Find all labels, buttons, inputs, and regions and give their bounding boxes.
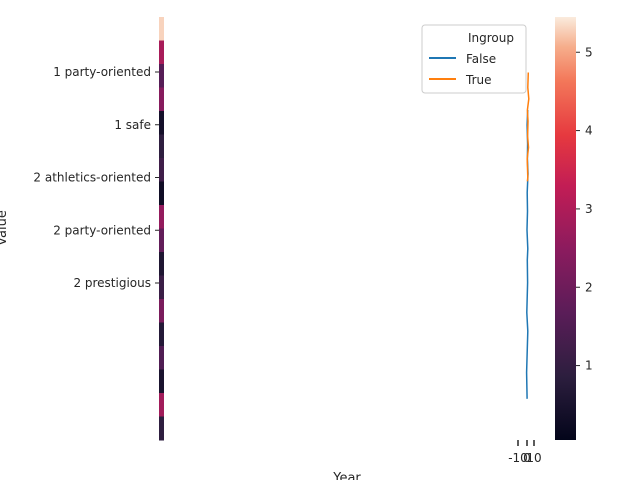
- heatmap-cell: [159, 111, 164, 135]
- legend-title: Ingroup: [468, 31, 514, 45]
- series-line-false: [525, 109, 529, 399]
- series-layer: [525, 72, 530, 399]
- heatmap-cell: [159, 64, 164, 88]
- legend: Ingroup False True: [421, 24, 527, 94]
- y-tick-label: 2 athletics-oriented: [33, 171, 151, 185]
- y-axis-label: Value: [0, 210, 10, 246]
- heatmap-cell: [159, 134, 164, 159]
- heatmap-cell: [159, 181, 164, 206]
- colorbar-gradient: [555, 17, 576, 440]
- heatmap-cell: [159, 275, 164, 300]
- heatmap-cell: [159, 252, 164, 276]
- heatmap-cell: [159, 416, 164, 441]
- heatmap-cell: [159, 346, 164, 370]
- y-axis-ticks: 1 party-oriented 1 safe 2 athletics-orient…: [33, 65, 159, 290]
- colorbar-tick-label: 4: [585, 124, 593, 138]
- heatmap-column: [159, 17, 164, 441]
- colorbar-tick-label: 3: [585, 202, 593, 216]
- series-line-true: [526, 72, 530, 182]
- x-tick-label: 10: [526, 451, 541, 465]
- heatmap-cell: [159, 299, 164, 323]
- y-tick-label: 1 party-oriented: [53, 65, 151, 79]
- heatmap-cell: [159, 205, 164, 229]
- legend-label-true: True: [465, 73, 492, 87]
- heatmap-cell: [159, 228, 164, 253]
- y-tick-label: 2 party-oriented: [53, 223, 151, 237]
- heatmap-cell: [159, 369, 164, 394]
- heatmap-cell: [159, 158, 164, 182]
- legend-label-false: False: [466, 52, 496, 66]
- heatmap-cell: [159, 87, 164, 112]
- heatmap-cell: [159, 393, 164, 417]
- heatmap-cell: [159, 17, 164, 41]
- colorbar: 1 2 3 4 5: [555, 17, 593, 440]
- x-tick-label: 0: [523, 451, 531, 465]
- x-tick-label: -10: [508, 451, 528, 465]
- heatmap-cell: [159, 322, 164, 347]
- heatmap-cell: [159, 40, 164, 65]
- colorbar-tick-label: 1: [585, 359, 593, 373]
- y-tick-label: 2 prestigious: [73, 276, 151, 290]
- y-tick-label: 1 safe: [114, 118, 151, 132]
- colorbar-tick-label: 2: [585, 280, 593, 294]
- colorbar-tick-label: 5: [585, 45, 593, 59]
- colorbar-ticks: 1 2 3 4 5: [576, 45, 593, 373]
- legend-frame: [421, 24, 527, 94]
- x-axis-label: Year: [332, 471, 361, 480]
